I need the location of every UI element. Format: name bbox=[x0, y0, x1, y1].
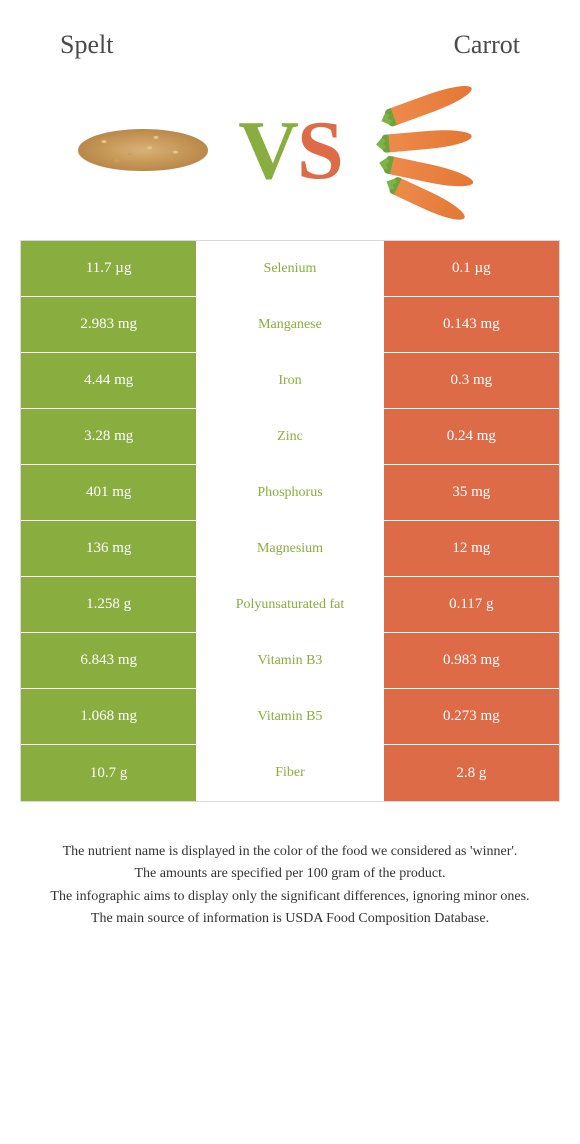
nutrient-label: Zinc bbox=[198, 409, 381, 464]
spelt-image bbox=[63, 90, 223, 210]
right-value: 0.273 mg bbox=[382, 689, 559, 744]
left-value: 1.068 mg bbox=[21, 689, 198, 744]
left-value: 6.843 mg bbox=[21, 633, 198, 688]
nutrient-label: Phosphorus bbox=[198, 465, 381, 520]
vs-row: VS bbox=[0, 70, 580, 240]
nutrient-label: Polyunsaturated fat bbox=[198, 577, 381, 632]
footnote-line: The amounts are specified per 100 gram o… bbox=[25, 864, 555, 884]
right-value: 0.983 mg bbox=[382, 633, 559, 688]
table-row: 1.258 gPolyunsaturated fat0.117 g bbox=[21, 577, 559, 633]
left-value: 4.44 mg bbox=[21, 353, 198, 408]
table-row: 10.7 gFiber2.8 g bbox=[21, 745, 559, 801]
right-food-title: Carrot bbox=[454, 30, 520, 60]
left-value: 2.983 mg bbox=[21, 297, 198, 352]
table-row: 136 mgMagnesium12 mg bbox=[21, 521, 559, 577]
table-row: 2.983 mgManganese0.143 mg bbox=[21, 297, 559, 353]
nutrient-label: Vitamin B3 bbox=[198, 633, 381, 688]
table-row: 3.28 mgZinc0.24 mg bbox=[21, 409, 559, 465]
table-row: 6.843 mgVitamin B30.983 mg bbox=[21, 633, 559, 689]
footnote-line: The infographic aims to display only the… bbox=[25, 887, 555, 907]
left-food-title: Spelt bbox=[60, 30, 113, 60]
footnote-line: The nutrient name is displayed in the co… bbox=[25, 842, 555, 862]
nutrient-label: Selenium bbox=[198, 241, 381, 296]
nutrient-label: Iron bbox=[198, 353, 381, 408]
spelt-icon bbox=[78, 129, 208, 171]
table-row: 4.44 mgIron0.3 mg bbox=[21, 353, 559, 409]
carrot-image bbox=[357, 90, 517, 210]
footnote-line: The main source of information is USDA F… bbox=[25, 909, 555, 929]
nutrient-label: Fiber bbox=[198, 745, 381, 801]
left-value: 3.28 mg bbox=[21, 409, 198, 464]
vs-v: V bbox=[238, 104, 297, 197]
right-value: 12 mg bbox=[382, 521, 559, 576]
nutrient-label: Manganese bbox=[198, 297, 381, 352]
footnotes: The nutrient name is displayed in the co… bbox=[0, 802, 580, 929]
right-value: 0.117 g bbox=[382, 577, 559, 632]
table-row: 401 mgPhosphorus35 mg bbox=[21, 465, 559, 521]
table-row: 1.068 mgVitamin B50.273 mg bbox=[21, 689, 559, 745]
right-value: 0.1 µg bbox=[382, 241, 559, 296]
right-value: 0.143 mg bbox=[382, 297, 559, 352]
nutrient-label: Vitamin B5 bbox=[198, 689, 381, 744]
table-row: 11.7 µgSelenium0.1 µg bbox=[21, 241, 559, 297]
right-value: 0.24 mg bbox=[382, 409, 559, 464]
carrot-icon bbox=[367, 95, 507, 205]
left-value: 10.7 g bbox=[21, 745, 198, 801]
right-value: 2.8 g bbox=[382, 745, 559, 801]
left-value: 136 mg bbox=[21, 521, 198, 576]
header: Spelt Carrot bbox=[0, 0, 580, 70]
vs-s: S bbox=[297, 104, 342, 197]
right-value: 0.3 mg bbox=[382, 353, 559, 408]
nutrient-label: Magnesium bbox=[198, 521, 381, 576]
left-value: 401 mg bbox=[21, 465, 198, 520]
vs-label: VS bbox=[238, 102, 341, 199]
left-value: 11.7 µg bbox=[21, 241, 198, 296]
left-value: 1.258 g bbox=[21, 577, 198, 632]
right-value: 35 mg bbox=[382, 465, 559, 520]
comparison-table: 11.7 µgSelenium0.1 µg2.983 mgManganese0.… bbox=[20, 240, 560, 802]
